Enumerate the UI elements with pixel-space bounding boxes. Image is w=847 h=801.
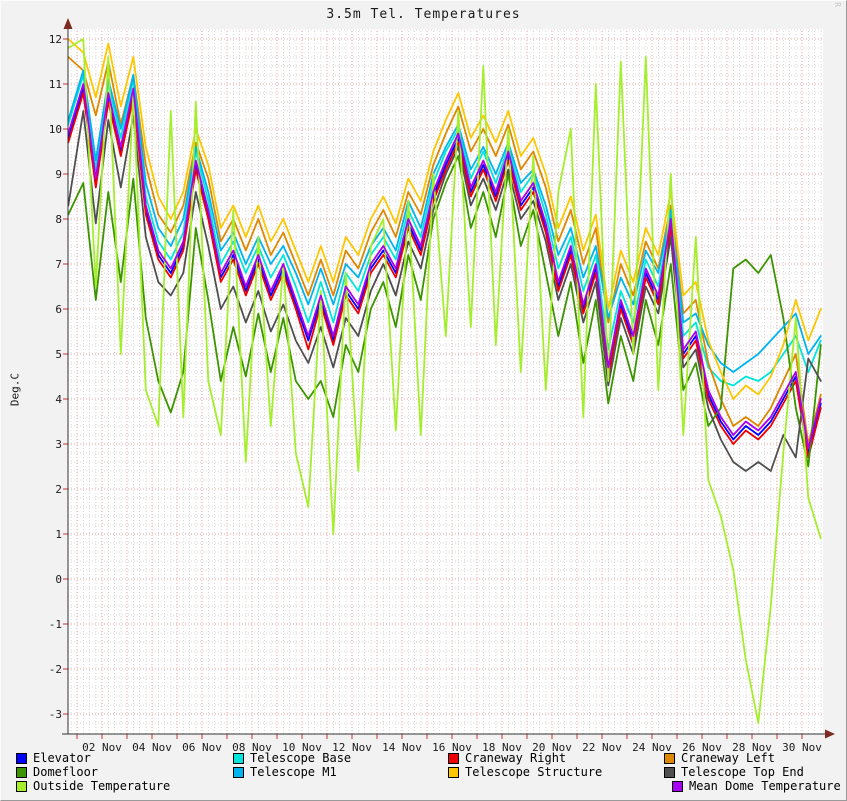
legend-item-telescope-top-end: Telescope Top End (664, 766, 804, 778)
series-telescope-structure (67, 38, 822, 400)
legend-label: Domefloor (33, 765, 99, 779)
y-tick-label: 5 (55, 348, 62, 361)
x-axis-arrow (825, 729, 835, 739)
legend-item-domefloor: Domefloor (16, 766, 98, 778)
legend-label: Outside Temperature (33, 779, 171, 793)
x-tick-label: 04 Nov (132, 741, 172, 754)
legend-label: Telescope Top End (681, 765, 804, 779)
legend-label: Craneway Left (681, 751, 775, 765)
y-tick-label: 3 (55, 438, 62, 451)
legend-swatch (233, 752, 244, 764)
x-tick-label: 10 Nov (282, 741, 322, 754)
legend-item-telescope-structure: Telescope Structure (448, 766, 602, 778)
legend-label: Telescope M1 (250, 765, 337, 779)
y-tick-label: 12 (49, 33, 62, 46)
x-tick-label: 08 Nov (232, 741, 272, 754)
legend-label: Elevator (33, 751, 91, 765)
x-tick-label: 20 Nov (532, 741, 572, 754)
y-tick-label: 9 (55, 168, 62, 181)
y-tick-label: 8 (55, 213, 62, 226)
series-domefloor (67, 155, 822, 468)
series-outside-temperature (67, 38, 822, 724)
axis-ticks (63, 38, 803, 739)
y-tick-label: 7 (55, 258, 62, 271)
axes (62, 18, 835, 739)
legend-item-craneway-right: Craneway Right (448, 752, 566, 764)
legend-item-telescope-m1: Telescope M1 (233, 766, 337, 778)
series-craneway-left (67, 56, 822, 445)
legend-item-mean-dome-temperature: Mean Dome Temperature (672, 780, 841, 792)
legend-swatch (16, 766, 27, 778)
x-tick-label: 18 Nov (482, 741, 522, 754)
legend-item-elevator: Elevator (16, 752, 91, 764)
legend-swatch (233, 766, 244, 778)
y-tick-label: 6 (55, 303, 62, 316)
x-tick-label: 02 Nov (82, 741, 122, 754)
y-tick-label: 0 (55, 573, 62, 586)
x-tick-label: 26 Nov (682, 741, 722, 754)
x-tick-label: 24 Nov (632, 741, 672, 754)
legend-swatch (16, 752, 27, 764)
legend-label: Telescope Base (250, 751, 352, 765)
legend-swatch (448, 766, 459, 778)
series-lines (67, 38, 822, 724)
x-tick-label: 14 Nov (382, 741, 422, 754)
x-tick-labels: 02 Nov 04 Nov 06 Nov 08 Nov 10 Nov 12 Nov 14 N… (82, 741, 822, 754)
legend-item-telescope-base: Telescope Base (233, 752, 351, 764)
legend-label: Telescope Structure (465, 765, 603, 779)
y-axis-arrow (63, 18, 73, 29)
y-tick-label: -1 (49, 618, 62, 631)
legend-swatch (664, 752, 675, 764)
y-tick-label: -2 (49, 663, 62, 676)
x-tick-label: 16 Nov (432, 741, 472, 754)
legend-swatch (448, 752, 459, 764)
y-tick-label: 11 (49, 78, 62, 91)
legend-swatch (664, 766, 675, 778)
y-tick-label: -3 (49, 708, 62, 721)
series-mean-dome-temperature (67, 83, 822, 450)
y-tick-label: 4 (55, 393, 62, 406)
legend-swatch (16, 780, 27, 792)
legend-item-craneway-left: Craneway Left (664, 752, 775, 764)
x-tick-label: 22 Nov (582, 741, 622, 754)
y-tick-label: 1 (55, 528, 62, 541)
legend-label: Craneway Right (465, 751, 567, 765)
legend-swatch (672, 780, 683, 792)
series-telescope-m1 (67, 69, 822, 373)
y-tick-label: 2 (55, 483, 62, 496)
x-tick-label: 06 Nov (182, 741, 222, 754)
x-tick-label: 28 Nov (732, 741, 772, 754)
series-telescope-top-end (67, 110, 822, 472)
x-tick-label: 30 Nov (782, 741, 822, 754)
y-tick-label: 10 (49, 123, 62, 136)
legend-label: Mean Dome Temperature (689, 779, 841, 793)
x-tick-label: 12 Nov (332, 741, 372, 754)
legend-item-outside-temperature: Outside Temperature (16, 780, 170, 792)
chart-title: 3.5m Tel. Temperatures (326, 7, 521, 22)
series-craneway-right (67, 92, 822, 459)
